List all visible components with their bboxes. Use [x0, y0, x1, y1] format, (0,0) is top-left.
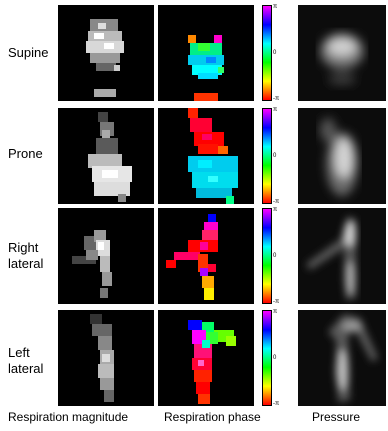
right-lateral-magnitude-map — [58, 208, 154, 304]
row-label-supine: Supine — [8, 45, 49, 60]
right-lateral-colorbar-zero-label: 0 — [273, 253, 277, 259]
prone-magnitude-map — [58, 108, 154, 204]
right-lateral-phase-colorbar — [262, 208, 272, 304]
left-lateral-phase-colorbar — [262, 310, 272, 406]
left-lateral-colorbar-zero-label: 0 — [273, 355, 277, 361]
prone-phase-colorbar — [262, 108, 272, 204]
prone-pressure-map — [298, 108, 386, 204]
right-lateral-pressure-map — [298, 208, 386, 304]
row-label-right-lateral: Right lateral — [8, 240, 44, 271]
supine-pressure-map — [298, 5, 386, 101]
supine-phase-colorbar — [262, 5, 272, 101]
column-label-pressure: Pressure — [312, 410, 361, 424]
prone-colorbar-max-label: π — [273, 107, 278, 113]
prone-phase-map — [158, 108, 254, 204]
right-lateral-colorbar-max-label: π — [273, 207, 278, 213]
column-label-respiration-phase: Respiration phase — [164, 410, 261, 424]
supine-colorbar-max-label: π — [273, 4, 278, 10]
supine-phase-map — [158, 5, 254, 101]
left-lateral-pressure-map — [298, 310, 386, 406]
right-lateral-colorbar-min-label: -π — [273, 299, 280, 305]
row-label-prone: Prone — [8, 146, 43, 161]
column-label-respiration-magnitude: Respiration magnitude — [8, 410, 129, 424]
left-lateral-colorbar-max-label: π — [273, 309, 278, 315]
supine-colorbar-min-label: -π — [273, 96, 280, 102]
row-label-left-lateral: Left lateral — [8, 345, 44, 376]
right-lateral-phase-map — [158, 208, 254, 304]
left-lateral-colorbar-min-label: -π — [273, 401, 280, 407]
left-lateral-magnitude-map — [58, 310, 154, 406]
supine-colorbar-zero-label: 0 — [273, 50, 277, 56]
prone-colorbar-min-label: -π — [273, 199, 280, 205]
left-lateral-phase-map — [158, 310, 254, 406]
supine-magnitude-map — [58, 5, 154, 101]
prone-colorbar-zero-label: 0 — [273, 153, 277, 159]
